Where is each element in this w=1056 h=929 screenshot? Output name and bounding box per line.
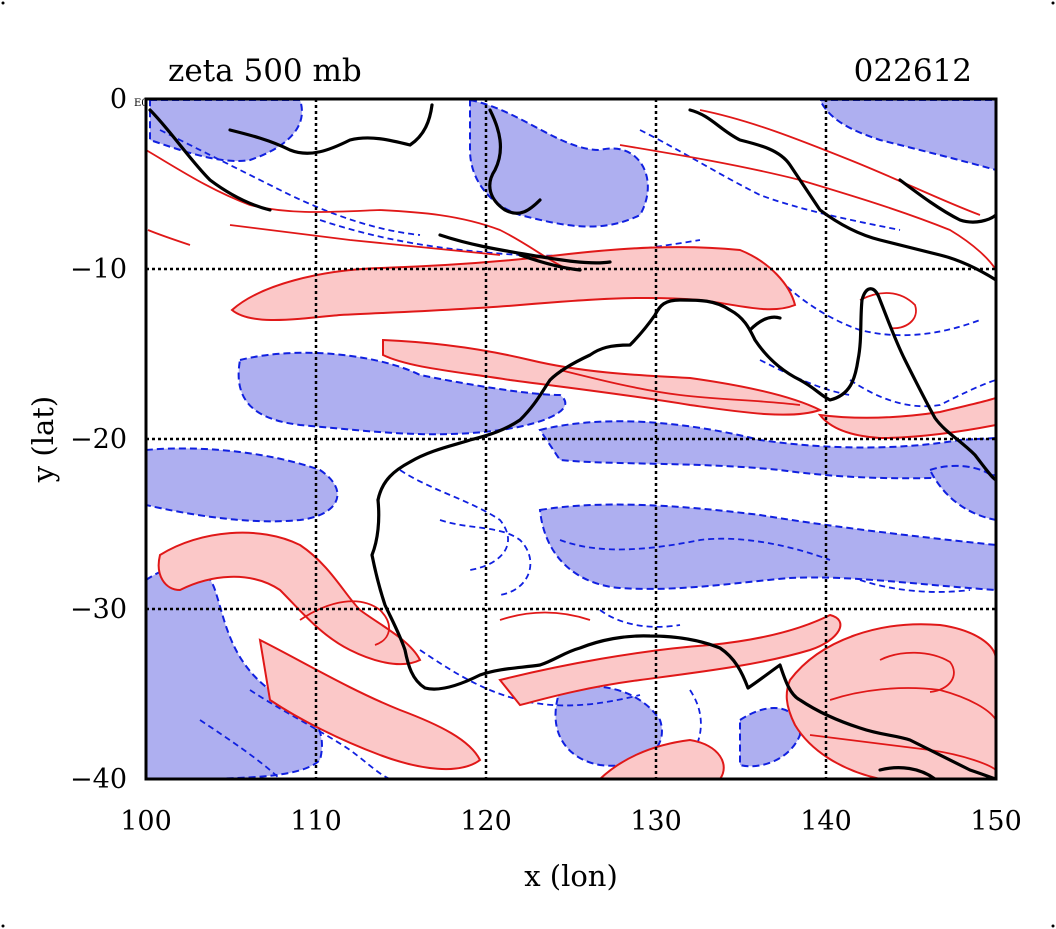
pos-region-southwest-tongue [258, 638, 482, 770]
neg-region-top-left [149, 99, 303, 162]
pos-region-south-center [498, 613, 842, 707]
neg-region-top-right [818, 99, 996, 172]
neg-region-south-east [739, 707, 802, 768]
neg-region-band-west [237, 351, 567, 436]
x-axis-label: x (lon) [524, 859, 618, 893]
coastline-java [148, 108, 272, 212]
coastline-islands [438, 233, 612, 265]
y-tick-labels: 0 E0 −10 −20 −30 −40 [70, 84, 148, 795]
pos-region-middle-band [382, 338, 823, 416]
x-tick-labels: 100 110 120 130 140 150 [120, 806, 1022, 837]
y-tick-label: 0 [110, 84, 127, 115]
neg-region-west-middle [146, 447, 339, 523]
x-tick-label: 100 [120, 806, 172, 837]
negative-vorticity-regions [146, 99, 996, 779]
corner-dot [1, 1, 5, 5]
x-tick-label: 120 [460, 806, 512, 837]
neg-region-band-east [538, 420, 996, 480]
pos-region-north-band [230, 246, 797, 321]
x-tick-label: 130 [630, 806, 682, 837]
plot-frame [144, 97, 998, 781]
neg-region-south-center [554, 685, 663, 767]
corner-mark: E0 [134, 98, 148, 109]
y-tick-label: −20 [70, 424, 127, 455]
coastline-new-guinea [688, 108, 996, 282]
positive-vorticity-regions [157, 246, 996, 779]
neg-region-east-coast [928, 464, 996, 522]
coastline-cape-york [748, 315, 782, 332]
title-left: zeta 500 mb [168, 53, 362, 89]
corner-dot [1051, 1, 1055, 5]
coastline-borneo [228, 103, 434, 155]
neg-region-center-south [538, 503, 996, 592]
corner-dot [1, 924, 5, 928]
x-tick-label: 140 [800, 806, 852, 837]
corner-dot [1051, 924, 1055, 928]
coastline-australia [376, 287, 996, 502]
y-tick-label: −30 [70, 594, 127, 625]
x-tick-label: 110 [290, 806, 342, 837]
coastline-tasmania [878, 766, 937, 779]
coastlines [148, 103, 996, 779]
y-tick-label: −40 [70, 764, 127, 795]
gridlines [146, 99, 996, 779]
y-tick-label: −10 [70, 254, 127, 285]
coastline-south-australia [370, 498, 996, 779]
y-axis-label: y (lat) [26, 396, 60, 483]
x-tick-label: 150 [970, 806, 1022, 837]
coastline-northeast [898, 178, 996, 224]
vorticity-field [146, 99, 996, 779]
pos-region-south-strip [598, 738, 725, 779]
coastline-sulawesi [488, 108, 542, 215]
pos-region-east-band [817, 396, 996, 440]
pos-region-west-swirl [157, 531, 422, 666]
title-right: 022612 [854, 53, 972, 89]
